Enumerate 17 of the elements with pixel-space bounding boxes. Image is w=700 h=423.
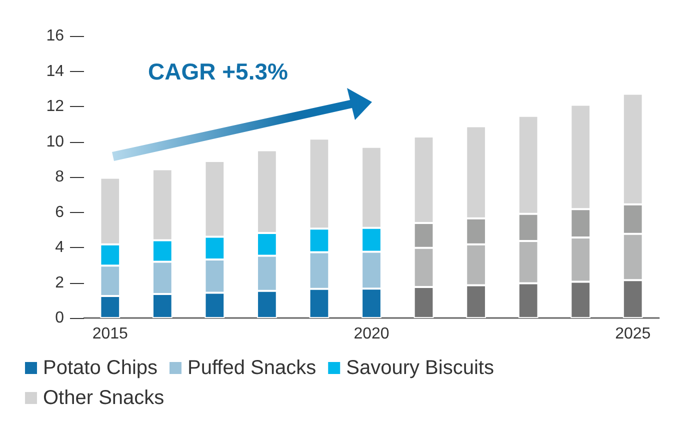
y-tick-label: 2 [55,274,64,292]
x-tick-label: 2020 [354,326,390,342]
legend-label: Potato Chips [43,357,158,379]
legend-label: Puffed Snacks [188,357,316,379]
annotation: CAGR +5.3% [148,58,288,84]
y-tick-label: 10 [46,133,64,150]
y-tick-label: 8 [55,168,64,186]
y-tick-label: 6 [55,204,64,221]
y-tick-label: 4 [55,239,64,256]
legend-label: Other Snacks [43,387,164,409]
x-tick-label: 2015 [92,326,128,342]
y-tick-label: 16 [46,28,64,44]
legend-label: Savoury Biscuits [346,357,494,379]
y-tick-label: 0 [55,310,64,326]
y-tick-label: 12 [46,98,64,115]
y-tick-label: 14 [46,62,64,80]
x-tick-label: 2025 [615,326,651,342]
